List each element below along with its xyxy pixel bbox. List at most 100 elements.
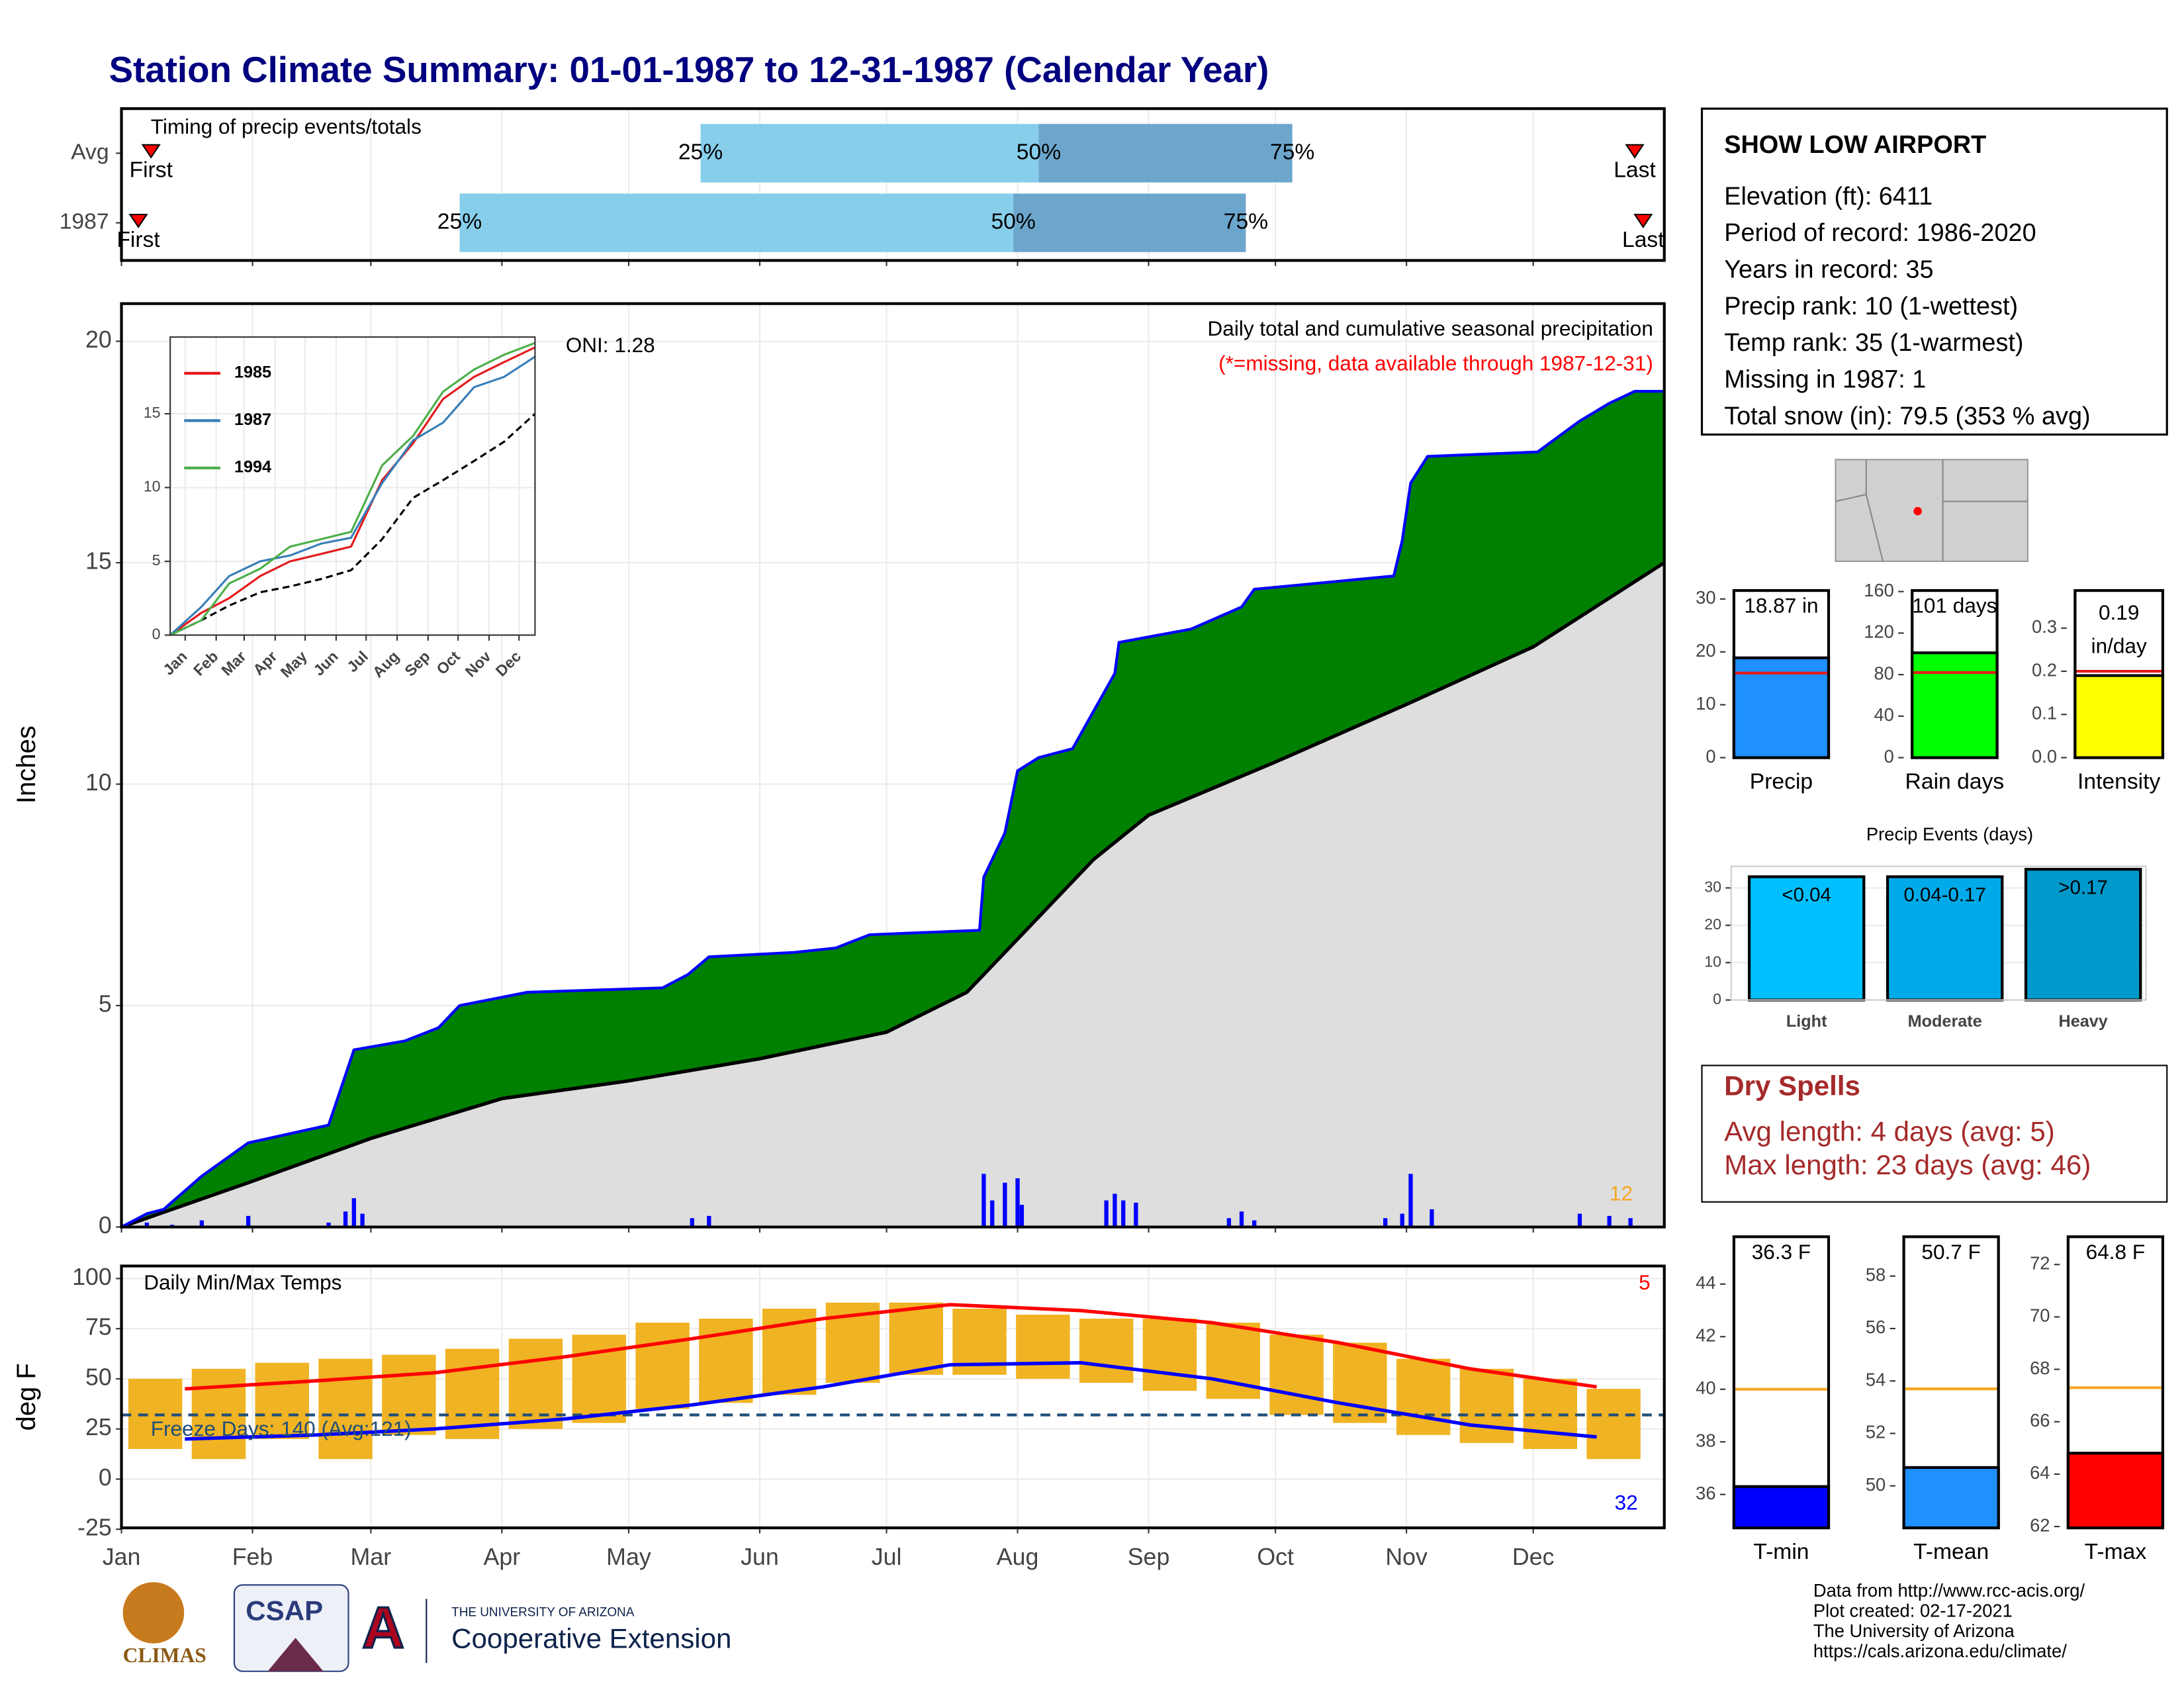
bar	[1902, 1466, 2000, 1530]
bar	[2073, 674, 2165, 759]
y-tick-label: 75	[85, 1314, 112, 1340]
panel-title: Daily total and cumulative seasonal prec…	[1208, 316, 1653, 340]
normal-line	[185, 1361, 1597, 1441]
y-tick-label: 66	[2030, 1410, 2050, 1430]
low-count-label: 32	[1615, 1491, 1638, 1515]
x-tick-label: Dec	[1512, 1544, 1555, 1570]
inset-frame	[169, 336, 536, 636]
y-tick-label: 50	[1866, 1474, 1886, 1495]
y-tick-label: 0	[1713, 990, 1721, 1008]
value-label: 36.3 F	[1752, 1240, 1811, 1264]
logo-text: Cooperative Extension	[451, 1623, 731, 1654]
y-tick-label: 10	[1696, 693, 1715, 714]
value-label: 50.7 F	[1921, 1240, 1980, 1264]
y-tick-label: 5	[99, 991, 112, 1017]
value-label: 64.8 F	[2086, 1240, 2145, 1264]
y-tick-label: 0.0	[2032, 746, 2057, 767]
credit-line: Plot created: 02-17-2021	[1813, 1601, 2013, 1621]
y-tick-label: 0	[99, 1212, 112, 1239]
daily-precip-bar	[1104, 1200, 1109, 1227]
logo-text: CLIMAS	[123, 1644, 206, 1667]
quartile-label: 25%	[678, 140, 723, 164]
legend-label: 1985	[234, 363, 271, 382]
series-line	[169, 342, 535, 636]
y-tick-label: 36	[1696, 1483, 1715, 1503]
daily-precip-bar	[1252, 1220, 1257, 1227]
event-label: Last	[1614, 158, 1656, 183]
category-label: Heavy	[2058, 1012, 2107, 1031]
category-label: T-min	[1753, 1540, 1809, 1564]
y-tick-label: 20	[85, 326, 112, 353]
y-tick-label: 72	[2030, 1252, 2050, 1273]
legend-label: 1994	[234, 458, 271, 477]
y-tick-label: 0.2	[2032, 659, 2057, 680]
daily-precip-bar	[1121, 1200, 1126, 1227]
panel-title: Daily Min/Max Temps	[144, 1270, 341, 1294]
temp-range-bar	[1586, 1389, 1641, 1460]
station-info-line: Elevation (ft): 6411	[1724, 183, 1933, 211]
y-tick-label: 0.3	[2032, 616, 2057, 637]
category-label: T-max	[2085, 1540, 2147, 1564]
y-tick-label: 30	[1704, 878, 1721, 895]
quartile-label: 75%	[1270, 140, 1314, 164]
y-tick-label: 70	[2030, 1305, 2050, 1326]
daily-precip-bar	[199, 1220, 205, 1227]
logos: CLIMAS CSAP A THE UNIVERSITY OF ARIZONA …	[122, 1582, 731, 1672]
daily-precip-bar	[990, 1200, 995, 1227]
series-line	[169, 355, 536, 636]
event-marker	[141, 144, 161, 159]
category-label: Moderate	[1908, 1012, 1982, 1031]
station-info-line: Total snow (in): 79.5 (353 % avg)	[1724, 402, 2090, 430]
x-tick-label: Jul	[872, 1544, 902, 1570]
y-tick-label: 30	[1696, 587, 1715, 608]
category-label: Rain days	[1905, 769, 2005, 794]
station-name: SHOW LOW AIRPORT	[1724, 131, 1986, 159]
y-tick-label: 25	[85, 1414, 112, 1440]
y-tick-label: 5	[152, 551, 161, 569]
y-tick-label: 20	[1704, 915, 1721, 933]
bar	[1732, 656, 1831, 759]
temp-range-bar	[318, 1358, 373, 1460]
daily-precip-bar	[1113, 1194, 1117, 1227]
quartile-bar	[1038, 124, 1293, 183]
y-tick-label: 100	[72, 1264, 112, 1290]
temp-range-bar	[508, 1338, 563, 1429]
freeze-label: Freeze Days: 140 (Avg:121)	[151, 1417, 412, 1440]
legend-label: 1987	[234, 410, 271, 429]
daily-precip-bar	[351, 1198, 356, 1227]
station-dot	[1913, 506, 1922, 516]
daily-precip-bar	[981, 1174, 986, 1227]
value-label: 101 days	[1912, 594, 1997, 618]
dry-spells-title: Dry Spells	[1724, 1070, 1860, 1101]
y-tick-label: 40	[1696, 1378, 1715, 1398]
logo-mark: A	[362, 1595, 404, 1660]
y-tick-label: 15	[85, 547, 112, 574]
average-area	[121, 563, 1664, 1227]
daily-precip-bar	[1577, 1213, 1582, 1227]
temp-range-bar	[255, 1362, 309, 1439]
panel-frame	[120, 107, 1666, 262]
x-tick-label: May	[606, 1544, 651, 1570]
bar	[2066, 1452, 2165, 1530]
y-tick-label: 15	[144, 404, 161, 421]
y-tick-label: 62	[2030, 1515, 2050, 1535]
y-tick-label: 42	[1696, 1325, 1715, 1345]
x-tick-label: Nov	[1385, 1544, 1428, 1570]
y-tick-label: 56	[1866, 1317, 1886, 1337]
y-tick-label: -25	[77, 1515, 112, 1541]
y-tick-label: 80	[1874, 663, 1893, 683]
value-label-line: in/day	[2091, 634, 2147, 658]
quartile-label: 50%	[991, 210, 1035, 234]
daily-precip-bar	[1430, 1209, 1434, 1227]
y-tick-label: 38	[1696, 1430, 1715, 1450]
y-tick-label: 0.1	[2032, 703, 2057, 724]
daily-precip-bar	[246, 1215, 251, 1227]
quartile-label: 25%	[437, 210, 482, 234]
temp-range-bar	[1459, 1368, 1514, 1443]
daily-precip-bar	[1383, 1218, 1388, 1227]
dry-spells-line: Max length: 23 days (avg: 46)	[1724, 1149, 2091, 1180]
temp-range-bar	[1016, 1314, 1070, 1379]
station-info-line: Period of record: 1986-2020	[1724, 219, 2036, 247]
